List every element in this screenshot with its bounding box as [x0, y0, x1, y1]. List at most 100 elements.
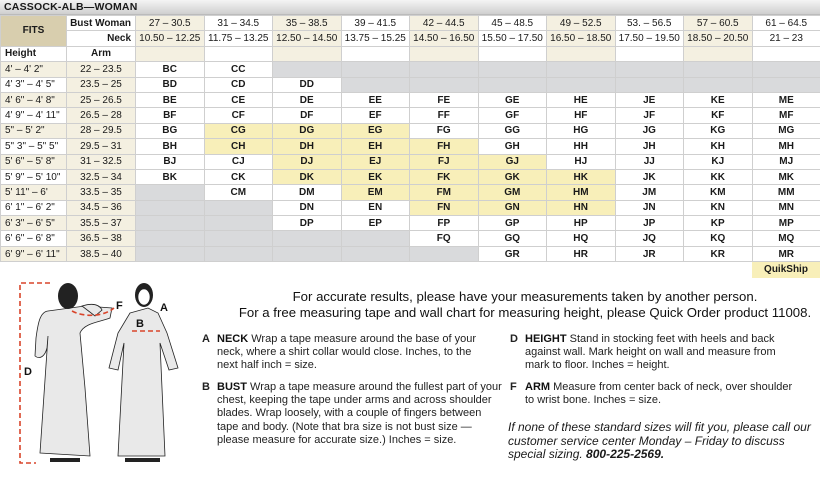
arm-cell: 32.5 – 34: [66, 168, 136, 186]
instruction-height: D HEIGHT Stand in stocking feet with hee…: [510, 333, 795, 373]
letter: A: [202, 333, 210, 345]
size-code-cell: GE: [477, 91, 547, 109]
neck-range-header: 18.50 – 20.50: [683, 30, 753, 47]
size-code-cell: FN: [409, 199, 479, 217]
size-code-cell: MM: [751, 184, 820, 201]
size-code-cell: JR: [614, 245, 684, 263]
measuring-illustration: D F A B: [19, 282, 179, 464]
size-code-cell: BH: [135, 138, 205, 155]
arm-cell: 28 – 29.5: [66, 122, 136, 140]
unavailable-cell: [683, 61, 753, 78]
header-spacer: [614, 45, 684, 63]
neck-header-row: Neck 10.50 – 12.25 11.75 – 13.25 12.50 – 1…: [1, 30, 820, 47]
size-code-cell: FP: [409, 215, 479, 232]
size-code-cell: FH: [409, 138, 479, 155]
size-code-cell: KQ: [683, 230, 753, 247]
unavailable-cell: [203, 230, 273, 247]
unavailable-cell: [203, 199, 273, 217]
size-code-cell: BJ: [135, 153, 205, 170]
phone-number[interactable]: 800-225-2569.: [586, 447, 665, 461]
table-row: 5" – 5' 2" 28 – 29.5 BG CG DG EG FG GG HG JG KG MG: [0, 122, 820, 140]
instruction-neck: A NECK Wrap a tape measure around the ba…: [202, 333, 492, 373]
letter: D: [510, 333, 518, 345]
size-code-cell: DE: [272, 91, 342, 109]
size-code-cell: MG: [751, 122, 820, 140]
term: ARM: [525, 381, 551, 393]
header-spacer: [477, 45, 547, 63]
size-code-cell: FM: [409, 184, 479, 201]
size-code-cell: MH: [751, 138, 820, 155]
height-cell: 5' 6" – 5' 8": [0, 153, 67, 170]
table-row: 4' – 4' 2" 22 – 23.5 BC CC: [0, 61, 820, 78]
size-code-cell: DN: [272, 199, 342, 217]
unavailable-cell: [272, 61, 342, 78]
size-code-cell: MP: [751, 215, 820, 232]
size-code-cell: BG: [135, 122, 205, 140]
table-row: 5" 3" – 5" 5" 29.5 – 31 BH CH DH EH FH GH HH JH KH…: [0, 138, 820, 155]
size-code-cell: BD: [135, 76, 205, 93]
quikship-legend: QuikShip: [752, 262, 820, 278]
arm-cell: 31 – 32.5: [66, 153, 136, 170]
neck-range-header: 17.50 – 19.50: [614, 30, 684, 47]
size-code-cell: EE: [340, 91, 410, 109]
unavailable-cell: [477, 76, 547, 93]
bust-range-header: 31 – 34.5: [203, 14, 273, 32]
unavailable-cell: [135, 199, 205, 217]
bust-label: Bust Woman: [66, 14, 136, 32]
size-code-cell: JH: [614, 138, 684, 155]
size-code-cell: GF: [477, 107, 547, 124]
size-code-cell: HR: [546, 245, 616, 263]
table-row: 6' 1" – 6' 2" 34.5 – 36 DN EN FN GN HN JN KN MN: [0, 199, 820, 217]
unavailable-cell: [751, 76, 820, 93]
size-code-cell: FF: [409, 107, 479, 124]
label-f: F: [116, 300, 123, 312]
size-code-cell: CG: [203, 122, 273, 140]
height-cell: 6' 9" – 6' 11": [0, 245, 67, 263]
unavailable-cell: [340, 76, 410, 93]
size-code-cell: CF: [203, 107, 273, 124]
size-code-cell: FE: [409, 91, 479, 109]
size-code-cell: HE: [546, 91, 616, 109]
size-code-cell: FK: [409, 168, 479, 186]
size-code-cell: HQ: [546, 230, 616, 247]
table-row: 4' 3" – 4' 5" 23.5 – 25 BD CD DD: [0, 76, 820, 93]
size-code-cell: CM: [203, 184, 273, 201]
text: Wrap a tape measure around the fullest p…: [217, 381, 502, 446]
table-row: 6' 6" – 6' 8" 36.5 – 38 FQ GQ HQ JQ KQ MQ: [0, 230, 820, 247]
bust-range-header: 49 – 52.5: [546, 14, 616, 32]
unavailable-cell: [203, 215, 273, 232]
unavailable-cell: [135, 230, 205, 247]
size-code-cell: DP: [272, 215, 342, 232]
unavailable-cell: [546, 76, 616, 93]
letter: F: [510, 381, 517, 393]
size-code-cell: DH: [272, 138, 342, 155]
arm-cell: 36.5 – 38: [66, 230, 136, 247]
header-spacer: [272, 45, 342, 63]
size-chart-table: FITS Bust Woman 27 – 30.5 31 – 34.5 35 – 3…: [0, 14, 820, 263]
arm-cell: 23.5 – 25: [66, 76, 136, 93]
size-code-cell: HF: [546, 107, 616, 124]
arm-cell: 38.5 – 40: [66, 245, 136, 263]
unavailable-cell: [340, 230, 410, 247]
size-code-cell: JM: [614, 184, 684, 201]
size-code-cell: DJ: [272, 153, 342, 170]
instruction-bust: B BUST Wrap a tape measure around the fu…: [202, 381, 502, 447]
height-cell: 4' – 4' 2": [0, 61, 67, 78]
size-code-cell: KF: [683, 107, 753, 124]
arm-cell: 34.5 – 36: [66, 199, 136, 217]
neck-range-header: 15.50 – 17.50: [477, 30, 547, 47]
size-code-cell: BF: [135, 107, 205, 124]
size-code-cell: JG: [614, 122, 684, 140]
table-row: 5' 6" – 5' 8" 31 – 32.5 BJ CJ DJ EJ FJ GJ HJ JJ KJ…: [0, 153, 820, 170]
size-code-cell: JP: [614, 215, 684, 232]
size-code-cell: EF: [340, 107, 410, 124]
size-code-cell: MQ: [751, 230, 820, 247]
size-code-cell: JE: [614, 91, 684, 109]
size-code-cell: BK: [135, 168, 205, 186]
unavailable-cell: [340, 245, 410, 263]
arm-cell: 29.5 – 31: [66, 138, 136, 155]
header-spacer: [340, 45, 410, 63]
special-sizing-note: If none of these standard sizes will fit…: [508, 420, 818, 462]
label-d: D: [24, 366, 32, 378]
size-code-cell: MF: [751, 107, 820, 124]
